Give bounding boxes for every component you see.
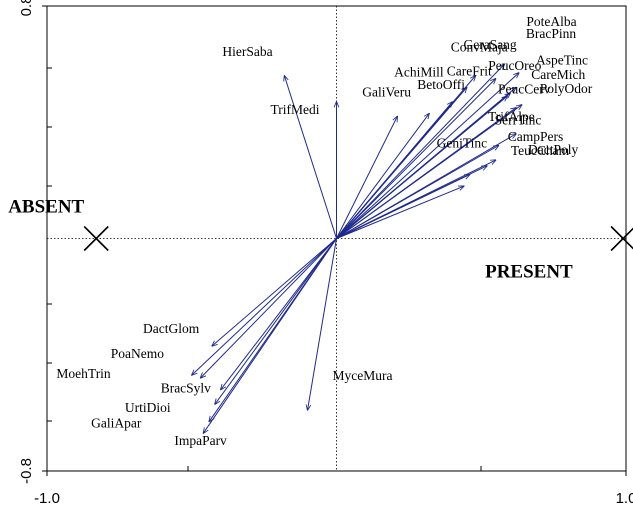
species-arrow bbox=[215, 238, 337, 405]
centroid-marker bbox=[83, 225, 109, 252]
species-arrow bbox=[336, 186, 464, 239]
species-arrow bbox=[336, 76, 476, 239]
species-label: BracPinn bbox=[526, 26, 576, 41]
y-tick-label: -0.8 bbox=[18, 458, 35, 484]
species-label: CampPers bbox=[508, 129, 563, 144]
species-label: DactPoly bbox=[528, 142, 578, 157]
species-label: PeucCerv bbox=[498, 82, 551, 97]
species-label: PoaNemo bbox=[111, 346, 164, 361]
species-label: HierSaba bbox=[222, 44, 272, 59]
species-label: TrifAlpe bbox=[488, 109, 535, 124]
species-arrow bbox=[336, 64, 505, 239]
species-label: GaliVeru bbox=[362, 84, 411, 99]
species-label: GeniTinc bbox=[437, 136, 488, 151]
species-label: TeucCham bbox=[511, 143, 570, 158]
species-label: PeucOreo bbox=[488, 58, 541, 73]
x-tick-label: 1.0 bbox=[616, 490, 633, 507]
species-label: GeraSang bbox=[463, 37, 516, 52]
species-label: BracSylv bbox=[161, 381, 211, 396]
species-arrow bbox=[203, 238, 337, 434]
species-label: SerrTinc bbox=[495, 113, 542, 128]
species-arrow bbox=[336, 175, 470, 239]
species-arrow bbox=[192, 238, 337, 376]
species-label: MoehTrin bbox=[56, 366, 111, 381]
centroid-marker bbox=[610, 225, 633, 252]
species-label: ImpaParv bbox=[174, 433, 227, 448]
species-label: GaliApar bbox=[91, 416, 142, 431]
species-arrow bbox=[284, 76, 337, 239]
species-label: AspeTinc bbox=[536, 52, 588, 67]
species-arrow bbox=[221, 238, 337, 390]
species-arrow bbox=[336, 114, 430, 239]
species-arrow bbox=[308, 238, 337, 410]
species-label: CareFrit bbox=[447, 63, 492, 78]
species-label: MyceMura bbox=[333, 368, 393, 383]
species-arrow bbox=[336, 134, 516, 239]
species-label: UrtiDioi bbox=[125, 400, 171, 415]
minor-ticks bbox=[47, 67, 482, 471]
centroid-label: PRESENT bbox=[485, 262, 573, 283]
species-label: BetoOffi bbox=[417, 77, 465, 92]
x-tick-label: -1.0 bbox=[34, 490, 60, 507]
species-label: PoteAlba bbox=[526, 14, 576, 29]
species-arrow bbox=[336, 96, 508, 239]
species-label: AchiMill bbox=[394, 65, 444, 80]
species-arrow bbox=[336, 105, 522, 239]
species-label: DactGlom bbox=[143, 321, 200, 336]
species-label: CareMich bbox=[531, 67, 585, 82]
species-label: PolyOdor bbox=[540, 81, 593, 96]
species-label: TrifMedi bbox=[271, 102, 320, 117]
species-arrow bbox=[336, 116, 398, 239]
species-arrow bbox=[336, 73, 519, 239]
species-arrow bbox=[336, 79, 496, 239]
y-tick-label: 0.8 bbox=[18, 0, 35, 16]
species-arrow bbox=[200, 238, 337, 379]
centroid-label: ABSENT bbox=[8, 197, 84, 218]
species-arrow bbox=[212, 238, 337, 347]
species-label: ConvMaja bbox=[451, 40, 508, 55]
